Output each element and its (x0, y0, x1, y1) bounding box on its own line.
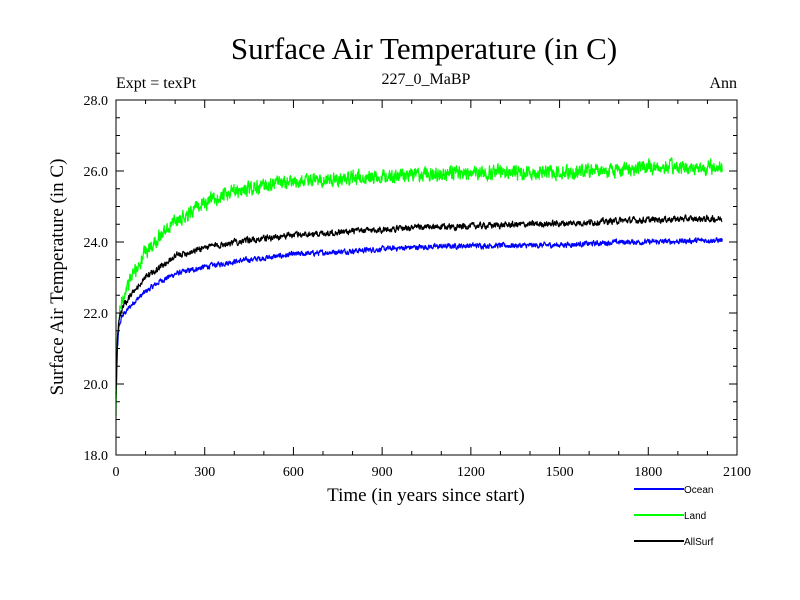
tick-layer: 0 300 600 900 1200 1500 1800 2100 18.0 20.0 22.0 24… (84, 94, 752, 480)
legend: Ocean Land AllSurf (634, 485, 714, 548)
plot-frame (115, 99, 738, 456)
y-tick-label: 28.0 (84, 94, 109, 109)
chart-title: Surface Air Temperature (in C) (231, 31, 617, 66)
series-line-ocean (115, 236, 723, 399)
x-tick-label: 1500 (546, 465, 574, 480)
legend-label-allsurf: AllSurf (684, 537, 714, 548)
y-tick-label: 20.0 (84, 378, 109, 393)
series-line-allsurf (115, 214, 723, 395)
experiment-label: Expt = texPt (116, 75, 197, 92)
series-layer (115, 157, 723, 416)
x-tick-label: 0 (113, 465, 120, 480)
y-tick-label: 24.0 (84, 236, 109, 251)
y-tick-label: 26.0 (84, 165, 109, 180)
legend-label-land: Land (684, 511, 706, 522)
x-axis-label: Time (in years since start) (327, 485, 525, 506)
season-label: Ann (709, 75, 737, 92)
y-axis-label: Surface Air Temperature (in C) (47, 159, 68, 396)
x-tick-label: 300 (194, 465, 215, 480)
period-label: 227_0_MaBP (382, 71, 471, 88)
x-tick-label: 1800 (634, 465, 662, 480)
x-tick-label: 600 (283, 465, 304, 480)
y-tick-label: 18.0 (84, 449, 109, 464)
legend-label-ocean: Ocean (684, 485, 713, 496)
series-line-land (115, 157, 723, 416)
y-tick-label: 22.0 (84, 307, 109, 322)
x-tick-label: 2100 (723, 465, 751, 480)
x-tick-label: 1200 (457, 465, 485, 480)
x-tick-label: 900 (372, 465, 393, 480)
